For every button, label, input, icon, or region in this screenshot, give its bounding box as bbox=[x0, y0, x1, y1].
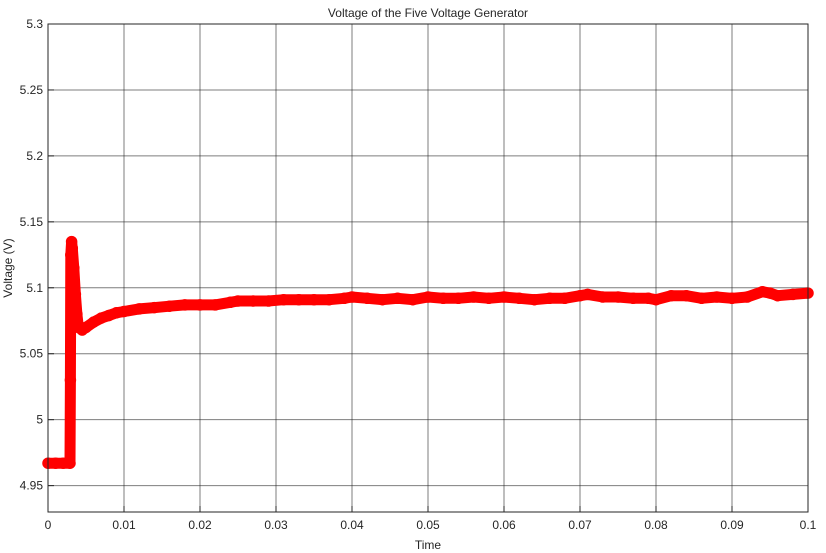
data-point bbox=[262, 295, 275, 307]
data-point bbox=[695, 292, 708, 305]
y-tick-label: 5.1 bbox=[26, 281, 43, 295]
data-point bbox=[346, 291, 358, 303]
data-point bbox=[642, 292, 655, 305]
data-point bbox=[741, 291, 753, 303]
y-tick-label: 5.2 bbox=[26, 149, 43, 163]
data-point bbox=[80, 321, 92, 334]
data-point bbox=[756, 285, 769, 298]
x-tick-label: 0.05 bbox=[416, 518, 440, 532]
x-tick-label: 0.06 bbox=[492, 518, 516, 532]
grid-lines bbox=[47, 23, 809, 512]
data-point bbox=[612, 291, 624, 303]
data-point bbox=[627, 292, 639, 305]
data-point bbox=[65, 235, 78, 248]
chart-title: Voltage of the Five Voltage Generator bbox=[328, 6, 528, 20]
data-point bbox=[787, 288, 799, 301]
plot-series bbox=[42, 235, 814, 469]
y-tick-label: 4.95 bbox=[20, 479, 44, 493]
data-point bbox=[69, 288, 82, 301]
x-tick-label: 0.08 bbox=[644, 518, 668, 532]
data-point bbox=[103, 309, 115, 322]
data-point bbox=[528, 293, 541, 306]
y-tick-label: 5.3 bbox=[26, 17, 43, 31]
data-point bbox=[665, 289, 677, 302]
data-point bbox=[57, 457, 69, 469]
data-point bbox=[66, 242, 79, 254]
x-tick-label: 0.01 bbox=[112, 518, 136, 532]
data-point bbox=[422, 291, 434, 303]
y-tick-label: 5.05 bbox=[20, 347, 44, 361]
x-tick-label: 0 bbox=[45, 518, 52, 532]
data-point bbox=[771, 289, 784, 302]
data-point bbox=[726, 292, 738, 305]
data-point bbox=[597, 291, 609, 303]
data-point bbox=[71, 308, 83, 320]
data-point bbox=[513, 292, 525, 305]
data-point bbox=[574, 289, 586, 302]
data-point bbox=[437, 292, 449, 305]
data-point bbox=[95, 312, 107, 324]
x-tick-label: 0.03 bbox=[264, 518, 288, 532]
data-point bbox=[338, 292, 351, 305]
data-point bbox=[194, 299, 206, 311]
y-tick-label: 5.25 bbox=[20, 83, 44, 97]
data-point bbox=[376, 293, 389, 306]
data-point bbox=[498, 291, 510, 303]
data-point bbox=[467, 291, 480, 303]
data-point bbox=[391, 292, 404, 305]
data-point bbox=[148, 301, 161, 314]
data-point bbox=[323, 293, 335, 306]
data-point bbox=[711, 291, 723, 303]
data-point bbox=[68, 262, 80, 274]
data-point bbox=[232, 295, 244, 307]
data-point bbox=[407, 293, 419, 306]
data-point bbox=[163, 300, 176, 312]
data-point bbox=[452, 292, 465, 305]
data-point bbox=[64, 457, 76, 469]
data-point bbox=[559, 292, 571, 305]
x-tick-label: 0.04 bbox=[340, 518, 364, 532]
y-axis-title: Voltage (V) bbox=[1, 238, 15, 297]
data-point bbox=[650, 293, 662, 306]
data-point bbox=[247, 295, 259, 307]
x-tick-label: 0.02 bbox=[188, 518, 212, 532]
data-point bbox=[764, 287, 776, 299]
y-axis-ticks: 4.95 5 5.05 5.1 5.15 5.2 5.25 5.3 bbox=[20, 17, 54, 493]
data-point bbox=[680, 289, 693, 302]
y-tick-label: 5 bbox=[36, 413, 43, 427]
x-tick-label: 0.07 bbox=[568, 518, 592, 532]
data-point bbox=[118, 305, 130, 318]
data-point bbox=[179, 299, 191, 311]
data-point bbox=[110, 307, 123, 319]
data-point bbox=[581, 288, 594, 301]
data-point bbox=[308, 293, 320, 306]
data-point bbox=[543, 292, 556, 305]
data-point bbox=[361, 292, 373, 305]
data-point bbox=[49, 457, 62, 469]
data-point bbox=[224, 296, 237, 309]
x-tick-label: 0.09 bbox=[720, 518, 744, 532]
data-point bbox=[133, 303, 145, 315]
data-point bbox=[209, 299, 221, 311]
data-point bbox=[483, 292, 495, 305]
x-axis-ticks: 0 0.01 0.02 0.03 0.04 0.05 0.06 0.07 0.08 0.09 0.1 bbox=[45, 506, 817, 532]
y-tick-label: 5.15 bbox=[20, 215, 44, 229]
data-point bbox=[293, 293, 305, 306]
data-point bbox=[64, 374, 77, 386]
data-point bbox=[65, 249, 77, 261]
x-axis-title: Time bbox=[415, 538, 442, 552]
data-point bbox=[277, 293, 290, 306]
x-tick-label: 0.1 bbox=[800, 518, 817, 532]
